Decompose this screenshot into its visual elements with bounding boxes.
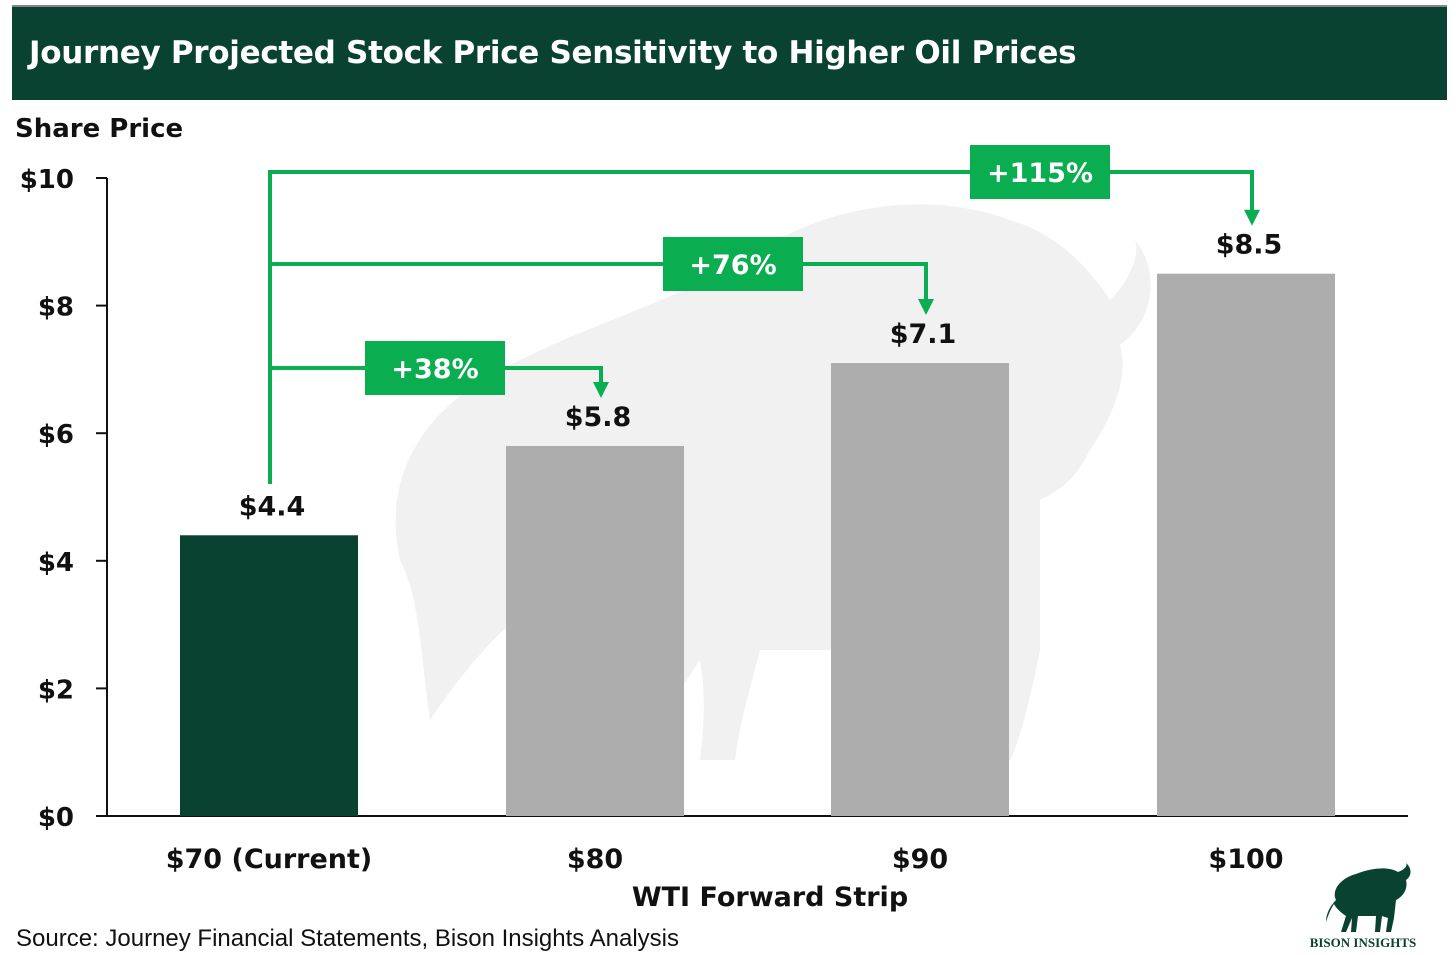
y-tick-label: $4	[38, 548, 74, 578]
y-tick-label: $2	[38, 675, 74, 705]
annotation-label: +115%	[987, 158, 1093, 189]
y-tick-label: $6	[38, 420, 74, 450]
bar	[180, 535, 358, 816]
annotation-label: +76%	[689, 250, 776, 281]
arrow-down-icon	[1244, 209, 1260, 226]
bar	[831, 363, 1009, 816]
bison-logo-icon	[1326, 863, 1411, 932]
bison-insights-logo: BISON INSIGHTS	[1296, 860, 1430, 952]
data-label: $4.4	[239, 491, 306, 522]
x-tick-label: $70 (Current)	[166, 844, 373, 875]
data-label: $5.8	[565, 402, 632, 433]
annotation-badge	[970, 145, 1110, 199]
logo-text: BISON INSIGHTS	[1309, 935, 1417, 950]
annotation-arrow-line	[270, 170, 1254, 212]
y-axis-title: Share Price	[15, 114, 184, 144]
x-tick-label: $90	[892, 844, 948, 875]
bar	[1157, 273, 1335, 816]
y-tick-label: $0	[38, 803, 74, 833]
bar	[506, 445, 684, 816]
source-note: Source: Journey Financial Statements, Bi…	[16, 925, 679, 952]
y-tick-label: $8	[38, 293, 74, 323]
chart-title: Journey Projected Stock Price Sensitivit…	[29, 35, 1077, 71]
data-label: $8.5	[1216, 230, 1283, 261]
arrow-down-icon	[918, 299, 934, 316]
annotation-badge	[365, 341, 505, 395]
annotation-label: +38%	[391, 354, 478, 385]
x-tick-label: $100	[1208, 844, 1283, 875]
data-label: $7.1	[890, 319, 957, 350]
annotation-badge	[663, 237, 803, 291]
y-tick-label: $10	[20, 165, 74, 195]
x-tick-label: $80	[567, 844, 623, 875]
annotation-arrow-line	[270, 262, 928, 302]
arrow-down-icon	[593, 381, 609, 398]
title-bar: Journey Projected Stock Price Sensitivit…	[12, 5, 1447, 100]
x-axis-title: WTI Forward Strip	[632, 882, 908, 913]
